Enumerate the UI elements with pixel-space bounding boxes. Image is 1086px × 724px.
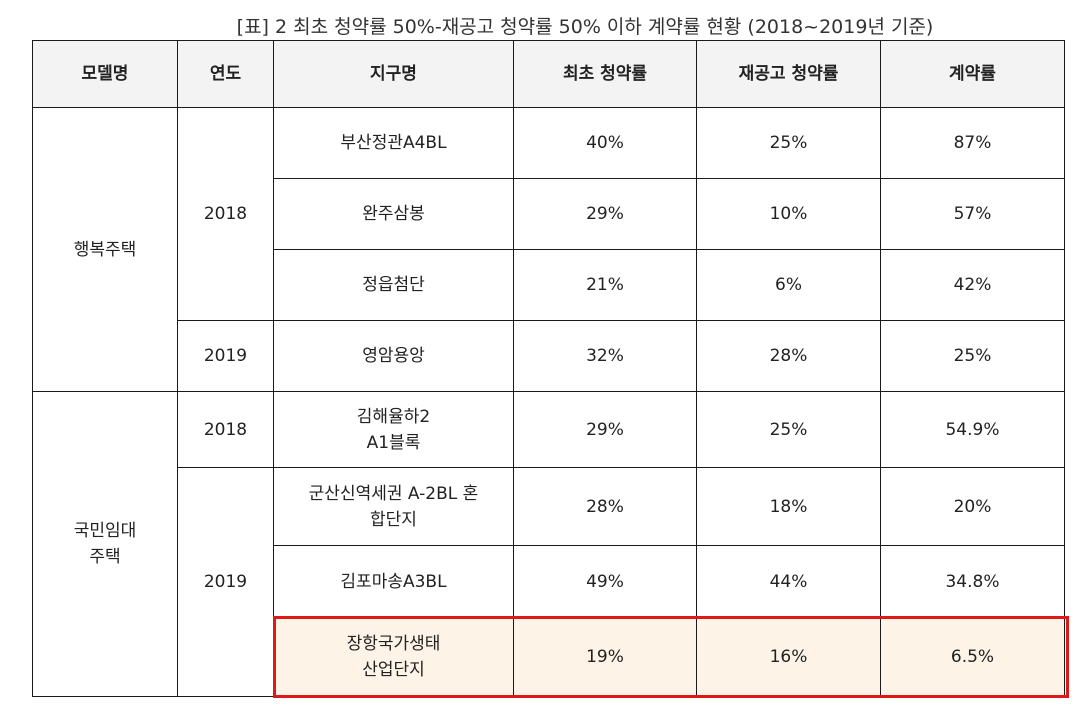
district-line: A1블록 — [366, 432, 421, 453]
contract-rate-cell: 42% — [880, 249, 1065, 321]
district-cell: 정읍첨단 — [273, 249, 514, 321]
year-cell: 2018 — [177, 107, 274, 321]
initial-rate-cell: 32% — [513, 320, 697, 392]
initial-rate-cell: 19% — [513, 617, 697, 697]
contract-rate-cell: 25% — [880, 320, 1065, 392]
contract-rate-cell: 20% — [880, 467, 1065, 546]
table-row: 국민임대 주택 2018 김해율하2 A1블록 29% 25% 54.9% — [32, 391, 1065, 697]
district-line: 김해율하2 — [356, 406, 431, 427]
table-row: 정읍첨단 21% 6% 42% — [33, 249, 1065, 321]
re-rate-cell: 16% — [696, 617, 881, 697]
district-cell: 완주삼봉 — [273, 178, 514, 250]
initial-rate-cell: 28% — [513, 467, 697, 546]
initial-rate-cell: 29% — [513, 391, 697, 468]
district-cell: 김해율하2 A1블록 — [273, 391, 514, 468]
re-rate-cell: 6% — [696, 249, 881, 321]
header-year: 연도 — [177, 40, 274, 108]
header-initial-rate: 최초 청약률 — [513, 40, 697, 108]
table-row: 행복주택 2018 부산정관A4BL 40% 25% 87% — [32, 107, 1065, 392]
district-line: 군산신역세권 A-2BL 혼 — [308, 483, 479, 504]
contract-rate-cell: 34.8% — [880, 545, 1065, 618]
re-rate-cell: 25% — [696, 391, 881, 468]
initial-rate-cell: 49% — [513, 545, 697, 618]
header-model: 모델명 — [32, 40, 178, 108]
re-rate-cell: 10% — [696, 178, 881, 250]
table-caption: [표] 2 최초 청약률 50%-재공고 청약률 50% 이하 계약률 현황 (… — [236, 16, 934, 38]
district-cell: 장항국가생태 산업단지 — [273, 617, 514, 697]
group-national-rental-housing: 국민임대 주택 — [32, 391, 178, 697]
initial-rate-cell: 29% — [513, 178, 697, 250]
year-cell: 2018 — [177, 391, 274, 468]
district-line: 산업단지 — [362, 660, 425, 680]
header-contract-rate: 계약률 — [880, 40, 1065, 108]
contract-rate-cell: 87% — [880, 107, 1065, 179]
district-cell: 부산정관A4BL — [273, 107, 514, 179]
table-row: 2019 군산신역세권 A-2BL 혼 합단지 28% 18% 20% — [33, 467, 1065, 697]
header-district: 지구명 — [273, 40, 514, 108]
district-line: 장항국가생태 — [346, 634, 441, 654]
group-label-line: 주택 — [89, 547, 121, 567]
contract-rate-cell: 6.5% — [880, 617, 1065, 697]
table-row: 김포마송A3BL 49% 44% 34.8% — [33, 545, 1065, 618]
district-cell: 김포마송A3BL — [273, 545, 514, 618]
header-re-rate: 재공고 청약률 — [696, 40, 881, 108]
header-row: 모델명 연도 지구명 최초 청약률 재공고 청약률 계약률 — [32, 40, 1065, 108]
group-happy-housing: 행복주택 — [32, 107, 178, 392]
re-rate-cell: 25% — [696, 107, 881, 179]
initial-rate-cell: 21% — [513, 249, 697, 321]
year-cell: 2019 — [177, 320, 274, 392]
year-cell: 2019 — [177, 467, 274, 697]
group-label-line: 국민임대 — [73, 521, 137, 541]
district-line: 합단지 — [370, 509, 417, 530]
table-row: 완주삼봉 29% 10% 57% — [33, 178, 1065, 250]
contract-rate-cell: 54.9% — [880, 391, 1065, 468]
initial-rate-cell: 40% — [513, 107, 697, 179]
re-rate-cell: 44% — [696, 545, 881, 618]
contract-rate-table: 모델명 연도 지구명 최초 청약률 재공고 청약률 계약률 행복주택 2018 … — [32, 40, 1065, 697]
contract-rate-cell: 57% — [880, 178, 1065, 250]
table-row: 2019 영암용앙 32% 28% 25% — [33, 320, 1065, 392]
district-cell: 군산신역세권 A-2BL 혼 합단지 — [273, 467, 514, 546]
re-rate-cell: 18% — [696, 467, 881, 546]
district-cell: 영암용앙 — [273, 320, 514, 392]
re-rate-cell: 28% — [696, 320, 881, 392]
